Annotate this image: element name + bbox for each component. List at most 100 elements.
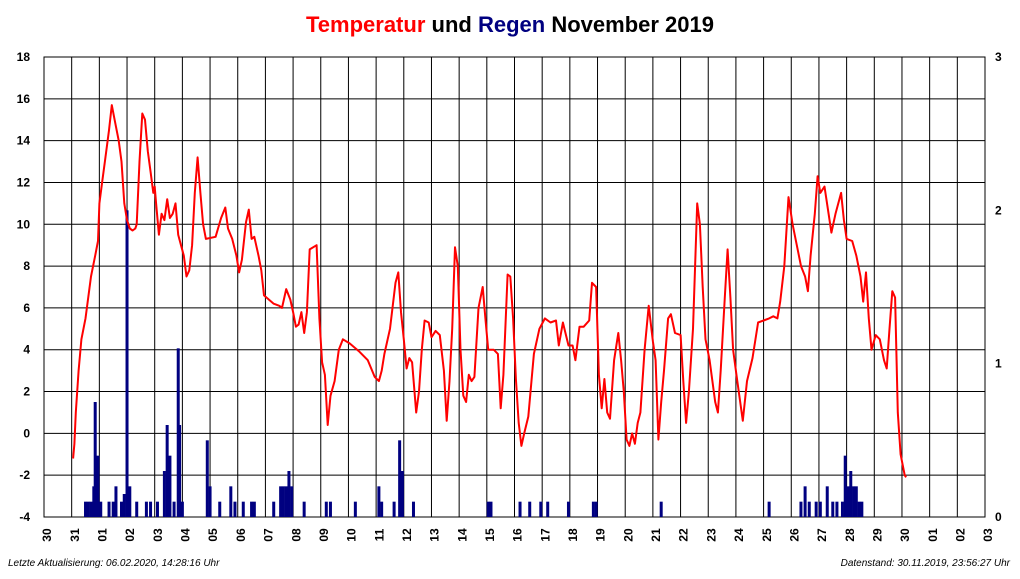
rain-bar: [849, 471, 853, 517]
temperature-line-group: [72, 104, 907, 478]
rain-bar: [566, 501, 570, 517]
x-tick-label: 10: [345, 528, 359, 542]
rain-bar: [111, 501, 115, 517]
y-left-tick-label: -2: [19, 468, 30, 482]
rain-bar: [290, 486, 294, 517]
rain-bar: [114, 486, 118, 517]
x-tick-label: 11: [372, 528, 386, 541]
x-tick-label: 06: [234, 528, 248, 542]
title-month: November 2019: [551, 12, 714, 37]
rain-bar: [144, 501, 148, 517]
x-tick-label: 16: [511, 528, 525, 542]
x-tick-label: 03: [981, 528, 995, 542]
rain-bar: [128, 486, 132, 517]
x-tick-label: 27: [815, 528, 829, 542]
x-tick-label: 30: [40, 528, 54, 542]
y-right-tick-label: 3: [995, 50, 1002, 64]
x-tick-label: 07: [262, 528, 276, 542]
y-left-tick-label: 12: [17, 175, 31, 189]
x-tick-label: 04: [179, 528, 193, 542]
rain-bar: [302, 501, 306, 517]
rain-bar: [218, 501, 222, 517]
title-and: und: [431, 12, 472, 37]
rain-bar: [803, 486, 807, 517]
rain-bar: [840, 501, 844, 517]
rain-bar: [205, 440, 209, 517]
rain-bar: [546, 501, 550, 517]
x-tick-label: 31: [68, 528, 82, 542]
rain-bar: [486, 501, 490, 517]
rain-bar: [807, 501, 811, 517]
rain-bar: [122, 494, 126, 517]
rain-bar: [860, 501, 864, 517]
data-status-text: Datenstand: 30.11.2019, 23:56:27 Uhr: [840, 558, 1010, 569]
x-tick-label: 02: [953, 528, 967, 542]
x-tick-label: 13: [428, 528, 442, 542]
rain-bar: [86, 501, 90, 517]
axes: 30 31 01 02 03 04 05 06 07 08 09 10 11 12 13 14 15 16 17 18…: [17, 50, 1002, 542]
rain-bar: [229, 486, 233, 517]
rain-bar: [539, 501, 543, 517]
x-tick-label: 05: [206, 528, 220, 542]
rain-bar: [135, 501, 139, 517]
rain-bar: [814, 501, 818, 517]
x-tick-label: 18: [566, 528, 580, 542]
y-right-tick-label: 0: [995, 510, 1002, 524]
rain-bar: [125, 210, 129, 518]
x-tick-label: 20: [621, 528, 635, 542]
x-tick-label: 24: [732, 528, 746, 542]
rain-bars: [84, 210, 864, 518]
rain-bar: [180, 501, 184, 517]
temperature-line: [72, 104, 907, 478]
rain-bar: [831, 501, 835, 517]
rain-bar: [857, 501, 861, 517]
rain-bar: [119, 501, 123, 517]
rain-bar: [659, 501, 663, 517]
rain-bar: [400, 471, 404, 517]
rain-bar: [84, 501, 88, 517]
title-rain: Regen: [477, 12, 546, 37]
y-left-tick-label: 4: [23, 343, 30, 357]
rain-bar: [155, 501, 159, 517]
rain-bar: [846, 486, 850, 517]
rain-bar: [353, 501, 357, 517]
rain-bar: [843, 455, 847, 517]
y-left-tick-label: 14: [17, 134, 31, 148]
rain-bar: [178, 425, 182, 517]
rain-bar: [99, 501, 103, 517]
grid-lines: [43, 56, 986, 518]
rain-bar: [489, 501, 493, 517]
x-tick-label: 21: [649, 528, 663, 542]
rain-bar: [852, 486, 856, 517]
rain-bar: [411, 501, 415, 517]
x-tick-label: 25: [760, 528, 774, 542]
rain-bar: [767, 501, 771, 517]
rain-bar: [233, 501, 237, 517]
rain-bar: [380, 501, 384, 517]
rain-bar: [165, 425, 169, 517]
x-tick-label: 15: [483, 528, 497, 542]
y-right-tick-label: 2: [995, 203, 1002, 217]
rain-bar: [250, 501, 254, 517]
x-tick-label: 19: [594, 528, 608, 542]
rain-bar: [168, 455, 172, 517]
last-update-text: Letzte Aktualisierung: 06.02.2020, 14:28…: [8, 558, 220, 569]
rain-bar: [162, 471, 166, 517]
y-right-tick-label: 1: [995, 357, 1002, 371]
y-left-tick-label: 16: [17, 92, 31, 106]
x-tick-label: 14: [455, 528, 469, 542]
rain-bar: [392, 501, 396, 517]
x-tick-label: 17: [538, 528, 552, 542]
y-left-tick-label: -4: [19, 510, 30, 524]
x-tick-label: 23: [704, 528, 718, 542]
x-tick-label: 28: [843, 528, 857, 542]
y-left-tick-label: 10: [17, 217, 31, 231]
rain-bar: [107, 501, 111, 517]
y-left-tick-label: 6: [23, 301, 30, 315]
rain-bar: [281, 486, 285, 517]
y-left-tick-label: 18: [17, 50, 31, 64]
x-tick-label: 09: [317, 528, 331, 542]
rain-bar: [591, 501, 595, 517]
rain-bar: [149, 501, 153, 517]
